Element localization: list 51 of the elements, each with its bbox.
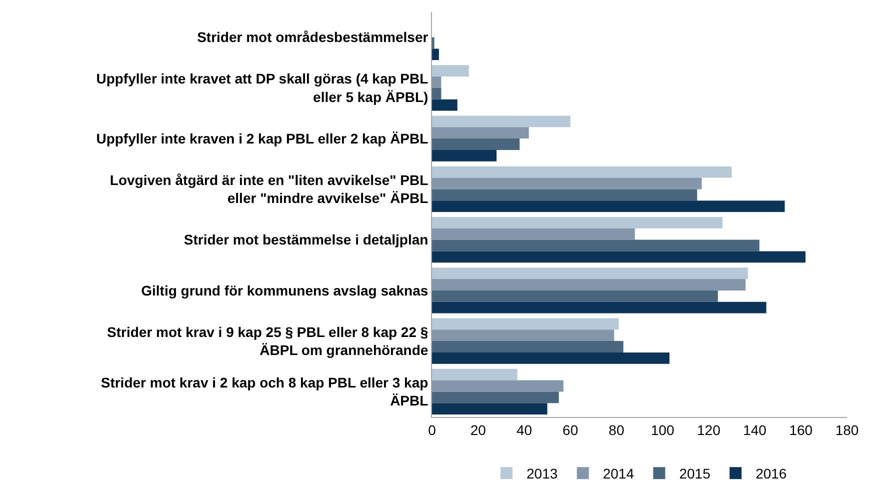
x-tick-label: 40 <box>516 422 532 438</box>
x-tick-label: 0 <box>428 422 436 438</box>
bar <box>432 150 497 162</box>
bar <box>432 279 746 290</box>
x-tick-label: 80 <box>608 422 624 438</box>
bar <box>432 76 442 88</box>
y-tick-label: Strider mot krav i 9 kap 25 § PBL eller 8 kap 22 § ÄBPL om grannehörande <box>107 324 428 358</box>
y-tick-label: Strider mot bestämmelse i detaljplan <box>184 232 428 248</box>
bar <box>432 380 564 392</box>
bar <box>432 88 442 100</box>
bar <box>432 392 559 404</box>
x-tick-label: 100 <box>650 422 674 438</box>
x-tick-label: 120 <box>696 422 721 438</box>
bar <box>432 200 785 212</box>
bar <box>432 189 698 201</box>
y-tick-label: Giltig grund för kommunens avslag saknas <box>141 282 428 298</box>
bar <box>432 290 718 302</box>
y-tick-label: Uppfyller inte kraven i 2 kap PBL eller 2 kap ÄPBL <box>96 130 429 146</box>
bar <box>432 217 722 228</box>
bar <box>432 166 732 178</box>
x-tick-label: 20 <box>470 422 486 438</box>
y-tick-label: Lovgiven åtgärd är inte en "liten avvikelse" PBL eller "mindre avvikelse" ÄPBL <box>110 172 429 206</box>
bar <box>432 138 520 150</box>
legend-label: 2016 <box>756 466 787 482</box>
bar <box>432 341 624 352</box>
bar <box>432 240 760 252</box>
y-tick-label: Strider mot krav i 2 kap och 8 kap PBL eller 3 kap ÄPBL <box>100 374 429 409</box>
bar <box>432 228 635 240</box>
legend-label: 2015 <box>679 466 711 482</box>
bar <box>432 99 458 111</box>
bar <box>432 116 570 128</box>
x-tick-label: 140 <box>743 422 767 438</box>
y-tick-label: Strider mot områdesbestämmelser <box>197 29 429 46</box>
legend-label: 2014 <box>602 466 634 482</box>
bar <box>432 368 518 380</box>
bar <box>432 302 766 314</box>
y-tick-label: Uppfyller inte kravet att DP skall göras (4 kap PBL eller 5 kap ÄPBL) <box>96 70 429 105</box>
bar <box>432 352 670 364</box>
bar <box>432 65 469 77</box>
bar <box>432 403 548 414</box>
bar <box>432 268 748 280</box>
bar <box>432 127 529 139</box>
x-tick-label: 160 <box>789 422 813 438</box>
bar <box>432 251 806 263</box>
x-tick-label: 180 <box>835 422 859 438</box>
bar <box>432 330 614 342</box>
bar <box>432 318 619 330</box>
bar <box>432 178 702 190</box>
bar <box>432 48 439 60</box>
x-tick-label: 60 <box>562 422 578 438</box>
legend-label: 2013 <box>526 466 558 482</box>
